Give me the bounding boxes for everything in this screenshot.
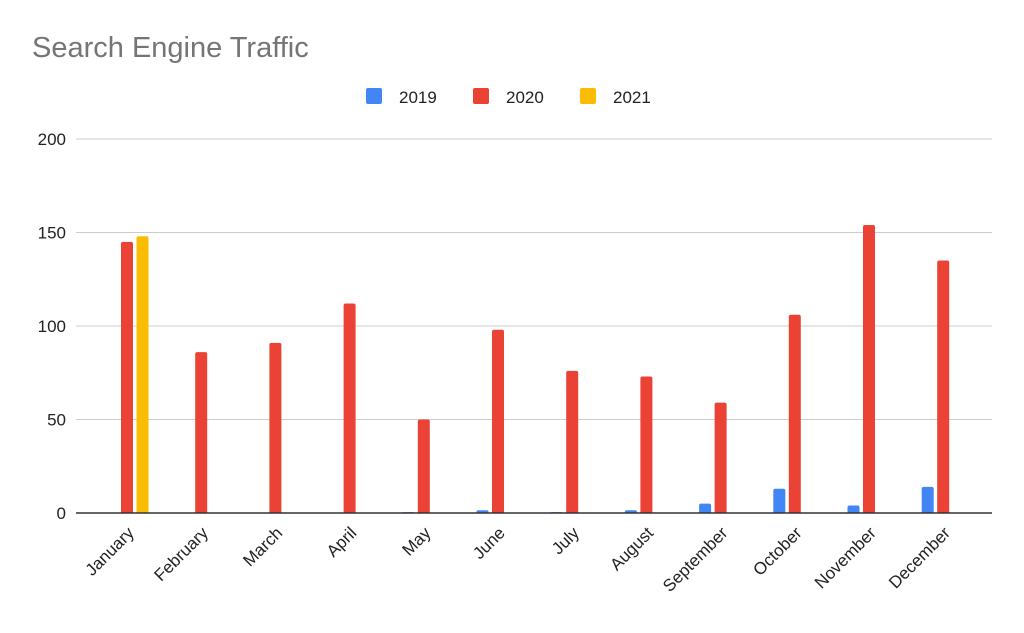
x-tick-label: June [469, 523, 509, 563]
x-tick-label: August [606, 523, 657, 574]
bar-2020-october [788, 314, 801, 513]
x-tick-label: April [323, 523, 360, 560]
bar-2020-august [640, 376, 653, 513]
y-axis-ticks: 0 50 100 150 200 [38, 130, 66, 523]
x-tick-label: September [659, 523, 731, 595]
legend-swatch-2019 [366, 88, 382, 104]
y-tick-label: 0 [57, 504, 66, 523]
x-tick-label: January [82, 523, 139, 580]
bar-2020-april [343, 303, 356, 513]
x-tick-label: February [150, 523, 212, 585]
y-tick-label: 200 [38, 130, 66, 149]
bar-2019-october [773, 488, 786, 513]
bar-2020-november [863, 225, 875, 513]
bar-2020-december [937, 260, 950, 513]
legend-swatch-2020 [473, 88, 489, 104]
y-tick-label: 100 [38, 317, 66, 336]
legend: 2019 2020 2021 [366, 88, 651, 107]
bar-2020-may [417, 419, 430, 513]
bar-2019-september [699, 503, 712, 513]
bar-2021-january [136, 236, 149, 514]
x-tick-label: July [548, 523, 583, 558]
y-tick-label: 150 [38, 224, 66, 243]
chart-title: Search Engine Traffic [32, 32, 309, 64]
x-tick-label: May [398, 523, 434, 559]
x-tick-label: March [239, 523, 286, 570]
bars [121, 225, 950, 514]
bar-2020-march [269, 342, 282, 513]
legend-label-2020: 2020 [506, 88, 544, 107]
bar-2019-november [847, 505, 860, 513]
bar-2020-june [492, 329, 504, 513]
gridlines [76, 138, 992, 420]
bar-2020-july [566, 370, 579, 513]
bar-2019-december [921, 486, 934, 513]
y-tick-label: 50 [47, 411, 66, 430]
x-tick-label: November [811, 523, 880, 592]
bar-2020-january [121, 241, 133, 513]
bar-2020-september [714, 402, 727, 513]
legend-swatch-2021 [580, 88, 596, 104]
x-tick-label: December [885, 523, 954, 592]
legend-label-2019: 2019 [399, 88, 437, 107]
x-tick-label: October [749, 523, 805, 579]
legend-label-2021: 2021 [613, 88, 651, 107]
x-axis-ticks: January February March April May June July Augu… [82, 523, 955, 596]
bar-2020-february [195, 352, 208, 513]
